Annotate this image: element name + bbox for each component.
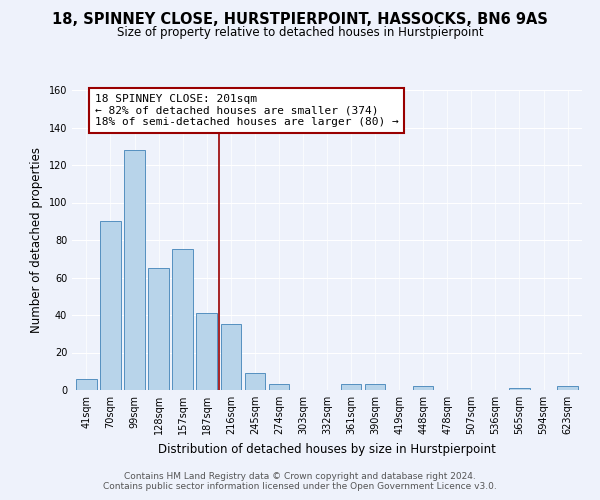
Text: Size of property relative to detached houses in Hurstpierpoint: Size of property relative to detached ho… [116,26,484,39]
Y-axis label: Number of detached properties: Number of detached properties [30,147,43,333]
Text: 18, SPINNEY CLOSE, HURSTPIERPOINT, HASSOCKS, BN6 9AS: 18, SPINNEY CLOSE, HURSTPIERPOINT, HASSO… [52,12,548,28]
Bar [413,386,433,390]
Bar [172,250,193,390]
Bar [269,384,289,390]
Bar [341,384,361,390]
Bar [100,221,121,390]
Bar [245,373,265,390]
Bar [196,313,217,390]
Bar [221,324,241,390]
Bar [365,384,385,390]
Bar [76,379,97,390]
Bar [148,268,169,390]
Text: Contains public sector information licensed under the Open Government Licence v3: Contains public sector information licen… [103,482,497,491]
Bar [124,150,145,390]
Bar [509,388,530,390]
Text: Contains HM Land Registry data © Crown copyright and database right 2024.: Contains HM Land Registry data © Crown c… [124,472,476,481]
Bar [557,386,578,390]
Text: 18 SPINNEY CLOSE: 201sqm
← 82% of detached houses are smaller (374)
18% of semi-: 18 SPINNEY CLOSE: 201sqm ← 82% of detach… [95,94,398,127]
X-axis label: Distribution of detached houses by size in Hurstpierpoint: Distribution of detached houses by size … [158,442,496,456]
